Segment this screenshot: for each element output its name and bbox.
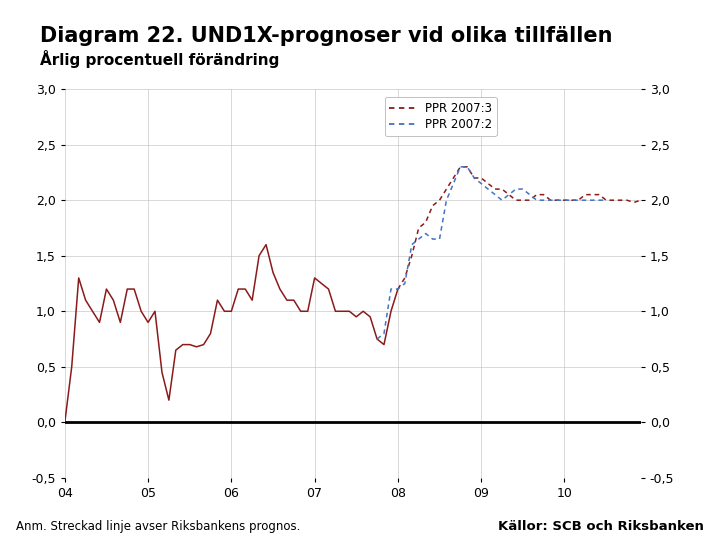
Text: SVERIGES: SVERIGES bbox=[629, 32, 671, 42]
Text: RIKSBANK: RIKSBANK bbox=[628, 49, 672, 58]
Text: Källor: SCB och Riksbanken: Källor: SCB och Riksbanken bbox=[498, 520, 704, 533]
Text: Anm. Streckad linje avser Riksbankens prognos.: Anm. Streckad linje avser Riksbankens pr… bbox=[16, 520, 300, 533]
Text: Diagram 22. UND1X-prognoser vid olika tillfällen: Diagram 22. UND1X-prognoser vid olika ti… bbox=[40, 26, 612, 46]
Text: Årlig procentuell förändring: Årlig procentuell förändring bbox=[40, 50, 279, 68]
Legend: PPR 2007:3, PPR 2007:2: PPR 2007:3, PPR 2007:2 bbox=[384, 97, 497, 136]
